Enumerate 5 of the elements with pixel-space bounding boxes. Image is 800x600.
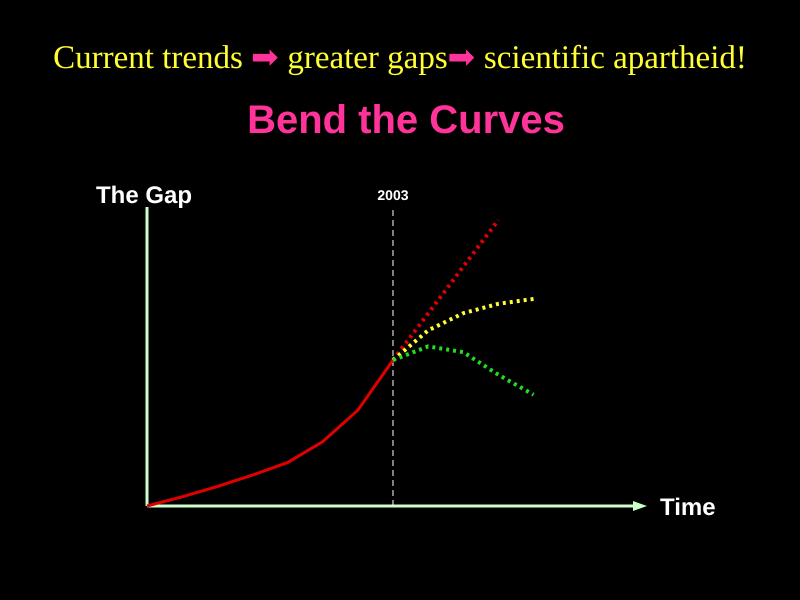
chart-subtitle: Current trends ➡ greater gaps➡ scientific apartheid! bbox=[53, 40, 747, 76]
x-axis-title: Time bbox=[660, 494, 716, 521]
y-axis-title: The Gap bbox=[96, 182, 192, 209]
text: 2003 bbox=[377, 187, 409, 203]
chart-title: Bend the Curves bbox=[247, 98, 565, 142]
